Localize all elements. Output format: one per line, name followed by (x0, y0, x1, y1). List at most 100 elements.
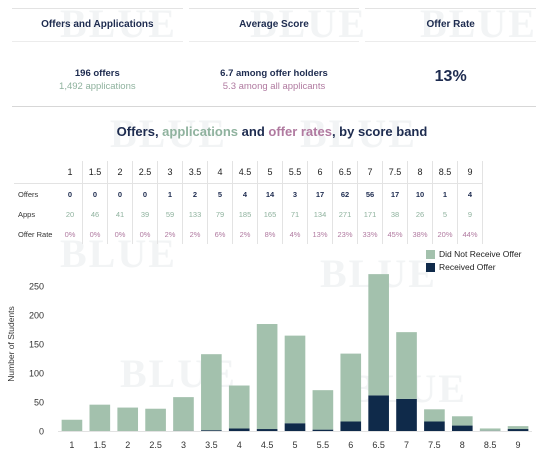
cell-apps: 171 (357, 204, 383, 224)
band-header: 3.5 (182, 161, 208, 184)
band-header: 6 (307, 161, 333, 184)
cell-apps: 46 (82, 204, 108, 224)
cell-apps: 38 (382, 204, 408, 224)
band-header: 1 (58, 161, 83, 184)
cell-offers: 5 (207, 183, 233, 204)
bar-no-offer (117, 407, 139, 432)
cell-apps: 71 (282, 204, 308, 224)
x-tick-label: 2.5 (149, 440, 162, 450)
cell-offers: 10 (407, 183, 433, 204)
title-part-applications: applications (162, 124, 239, 139)
cell-rate: 0% (82, 224, 108, 244)
x-tick-label: 9 (516, 440, 521, 450)
cell-offers: 0 (107, 183, 133, 204)
kpi-applications-value: 1,492 applications (59, 81, 136, 92)
legend-label: Did Not Receive Offer (439, 249, 522, 259)
bar-no-offer (479, 428, 501, 431)
cell-rate: 4% (282, 224, 308, 244)
bar-no-offer (284, 335, 306, 424)
bar-no-offer (368, 274, 389, 396)
kpi-offer-rate-value: 13% (434, 68, 467, 85)
bar-offer (284, 423, 306, 432)
cell-rate: 0% (58, 224, 83, 244)
bar-offer (507, 429, 529, 432)
cell-offers: 1 (432, 183, 458, 204)
legend-swatch (426, 249, 435, 259)
x-tick-label: 7.5 (428, 440, 441, 450)
cell-apps: 26 (407, 204, 433, 224)
cell-offers: 17 (382, 183, 408, 204)
x-tick-label: 1.5 (94, 440, 107, 450)
cell-apps: 271 (332, 204, 358, 224)
y-tick-label: 50 (34, 397, 44, 407)
bar-no-offer (228, 385, 250, 429)
bar-no-offer (145, 408, 166, 432)
bar-no-offer (201, 354, 222, 431)
x-tick-label: 3 (181, 440, 186, 450)
bar-no-offer (89, 404, 111, 432)
x-tick-label: 6.5 (372, 440, 385, 450)
bar-offer (424, 421, 445, 432)
bar-no-offer (340, 353, 362, 422)
cell-offers: 0 (82, 183, 108, 204)
cell-offers: 4 (232, 183, 258, 204)
y-tick-label: 250 (29, 281, 44, 291)
y-axis-label: Number of Students (6, 306, 16, 382)
bar-offer (256, 429, 278, 432)
x-tick-label: 8.5 (484, 440, 497, 450)
cell-rate: 0% (132, 224, 158, 244)
cell-rate: 8% (257, 224, 283, 244)
bar-no-offer (256, 324, 278, 430)
cell-apps: 134 (307, 204, 333, 224)
kpi-title: Offers and Applications (12, 19, 183, 42)
cell-rate: 2% (232, 224, 258, 244)
bar-offer (228, 428, 250, 432)
title-part-offers: Offers, (116, 124, 163, 139)
table-corner (14, 161, 58, 184)
cell-apps: 41 (107, 204, 133, 224)
bar-offer (368, 395, 389, 432)
y-tick-label: 150 (29, 339, 44, 349)
chart-title: Offers, applications and offer rates, by… (0, 124, 544, 139)
bar-offer (396, 398, 417, 432)
bar-no-offer (424, 409, 445, 422)
cell-offers: 1 (157, 183, 183, 204)
stacked-bar-chart: Number of Students 0 50 100 150 200 250 1 1.5 2 2.… (6, 274, 532, 450)
legend-item-no-offer: Did Not Receive Offer (426, 249, 522, 259)
bar-offer (451, 425, 473, 432)
band-header: 8 (407, 161, 433, 184)
cell-apps: 185 (232, 204, 258, 224)
cell-rate: 44% (457, 224, 483, 244)
cell-apps: 20 (58, 204, 83, 224)
legend-label: Received Offer (439, 262, 496, 272)
band-header: 6.5 (332, 161, 358, 184)
band-header: 7.5 (382, 161, 408, 184)
cell-offers: 3 (282, 183, 308, 204)
cell-offers: 0 (132, 183, 158, 204)
x-tick-label: 5 (292, 440, 297, 450)
x-tick-label: 8 (460, 440, 465, 450)
bar-no-offer (451, 416, 473, 426)
cell-rate: 2% (157, 224, 183, 244)
cell-rate: 23% (332, 224, 358, 244)
title-part-and: and (238, 124, 269, 139)
band-header: 2.5 (132, 161, 158, 184)
cell-apps: 39 (132, 204, 158, 224)
bar-no-offer (396, 332, 417, 399)
row-label-offers: Offers (18, 189, 39, 199)
kpi-average-score: Average Score 6.7 among offer holders 5.… (188, 8, 360, 100)
cell-offers: 17 (307, 183, 333, 204)
legend-swatch (426, 262, 435, 272)
cell-rate: 2% (182, 224, 208, 244)
kpi-title: Average Score (188, 19, 360, 42)
bar-no-offer (173, 397, 194, 431)
cell-apps: 165 (257, 204, 283, 224)
band-header: 1.5 (82, 161, 108, 184)
cell-offers: 14 (257, 183, 283, 204)
bar-offer (340, 421, 362, 432)
cell-apps: 5 (432, 204, 458, 224)
bar-no-offer (507, 426, 529, 430)
row-label-apps: Apps (18, 209, 36, 219)
cell-apps: 9 (457, 204, 483, 224)
x-tick-label: 3.5 (205, 440, 218, 450)
